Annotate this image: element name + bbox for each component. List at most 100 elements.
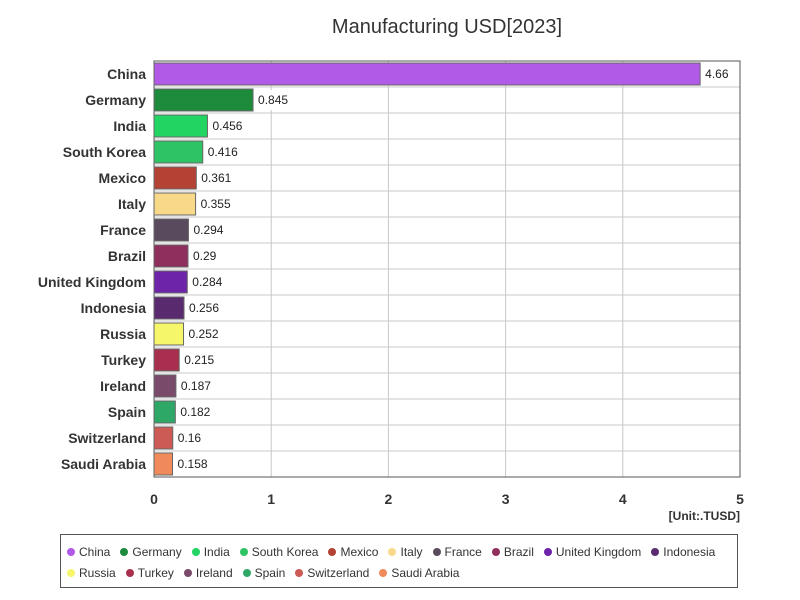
- data-label: 0.187: [181, 379, 211, 393]
- chart-legend: China Germany India South Korea Mexico Italy F…: [60, 534, 738, 588]
- bar: [153, 114, 208, 138]
- legend-marker: [120, 547, 129, 556]
- data-label-bg: [196, 194, 240, 214]
- data-label: 0.16: [178, 431, 202, 445]
- legend-item[interactable]: Mexico: [328, 541, 378, 562]
- legend-item[interactable]: Turkey: [125, 562, 174, 583]
- bar: [153, 140, 204, 164]
- data-label-bg: [701, 64, 738, 84]
- category-label: Mexico: [99, 170, 146, 186]
- data-label: 0.355: [201, 197, 231, 211]
- legend-marker: [125, 568, 134, 577]
- legend-item[interactable]: Italy: [388, 541, 423, 562]
- bar: [153, 426, 174, 450]
- data-label-bg: [176, 376, 220, 396]
- bar: [153, 400, 176, 424]
- legend-marker: [191, 547, 200, 556]
- data-label-bg: [184, 324, 228, 344]
- legend-item[interactable]: United Kingdom: [543, 541, 642, 562]
- legend-marker: [183, 568, 192, 577]
- legend-label: Turkey: [137, 565, 174, 580]
- data-label: 0.252: [189, 327, 219, 341]
- data-label-bg: [188, 246, 225, 266]
- category-label: India: [113, 118, 146, 134]
- legend-label: South Korea: [251, 544, 319, 559]
- category-label: Ireland: [100, 378, 146, 394]
- data-label: 0.416: [208, 145, 238, 159]
- legend-label: United Kingdom: [555, 544, 642, 559]
- legend-label: Russia: [79, 565, 116, 580]
- bar: [153, 348, 180, 372]
- unit-label: [Unit:.TUSD]: [668, 509, 740, 523]
- data-label-bg: [185, 298, 229, 318]
- legend-item[interactable]: Switzerland: [295, 562, 369, 583]
- category-label: Brazil: [108, 248, 146, 264]
- data-label: 0.29: [193, 249, 217, 263]
- legend-item[interactable]: China: [67, 541, 110, 562]
- data-label: 0.182: [180, 405, 210, 419]
- category-label: Spain: [108, 404, 146, 420]
- legend-label: Ireland: [195, 565, 233, 580]
- x-tick-label: 5: [736, 491, 744, 507]
- data-label-bg: [176, 402, 220, 422]
- legend-marker: [328, 547, 337, 556]
- legend-marker: [242, 568, 251, 577]
- legend-marker: [67, 547, 75, 556]
- legend-label: Saudi Arabia: [391, 565, 460, 580]
- data-label: 4.66: [705, 67, 729, 81]
- x-tick-label: 2: [385, 491, 393, 507]
- bar: [153, 166, 197, 190]
- legend-item[interactable]: Ireland: [183, 562, 233, 583]
- data-label-bg: [208, 116, 252, 136]
- data-label-bg: [173, 428, 210, 448]
- legend-label: France: [444, 544, 482, 559]
- data-label-bg: [197, 168, 241, 188]
- legend-item[interactable]: Russia: [67, 562, 116, 583]
- bar: [153, 218, 189, 242]
- data-label: 0.845: [258, 93, 288, 107]
- legend-label: China: [79, 544, 111, 559]
- bar: [153, 192, 197, 216]
- legend-label: Germany: [132, 544, 182, 559]
- bar: [153, 452, 174, 476]
- bar: [153, 62, 701, 86]
- category-label: Turkey: [101, 352, 146, 368]
- bar: [153, 244, 189, 268]
- legend-marker: [67, 568, 75, 577]
- legend-item[interactable]: Indonesia: [651, 541, 715, 562]
- category-label: Russia: [100, 326, 146, 342]
- legend-label: Switzerland: [307, 565, 370, 580]
- legend-item[interactable]: South Korea: [239, 541, 319, 562]
- category-label: Saudi Arabia: [61, 456, 146, 472]
- category-label: France: [100, 222, 146, 238]
- legend-item[interactable]: France: [432, 541, 482, 562]
- legend-item[interactable]: Germany: [120, 541, 182, 562]
- data-label: 0.284: [192, 275, 222, 289]
- data-label-bg: [189, 220, 233, 240]
- legend-marker: [379, 568, 388, 577]
- legend-marker: [432, 547, 441, 556]
- legend-item[interactable]: Brazil: [491, 541, 534, 562]
- data-label: 0.215: [184, 353, 214, 367]
- category-label: South Korea: [63, 144, 146, 160]
- data-label-bg: [173, 454, 217, 474]
- legend-marker: [651, 547, 660, 556]
- legend-marker: [388, 547, 397, 556]
- category-label: China: [107, 66, 146, 82]
- legend-item[interactable]: India: [191, 541, 230, 562]
- bar: [153, 88, 254, 112]
- category-label: Italy: [118, 196, 146, 212]
- bar: [153, 374, 177, 398]
- data-label: 0.256: [189, 301, 219, 315]
- legend-item[interactable]: Saudi Arabia: [379, 562, 459, 583]
- category-label: Switzerland: [68, 430, 146, 446]
- legend-label: Spain: [254, 565, 286, 580]
- bar: [153, 296, 185, 320]
- x-tick-label: 1: [267, 491, 275, 507]
- data-label-bg: [188, 272, 232, 292]
- data-label-bg: [254, 90, 298, 110]
- legend-label: Mexico: [340, 544, 379, 559]
- legend-item[interactable]: Spain: [242, 562, 286, 583]
- x-tick-label: 4: [619, 491, 627, 507]
